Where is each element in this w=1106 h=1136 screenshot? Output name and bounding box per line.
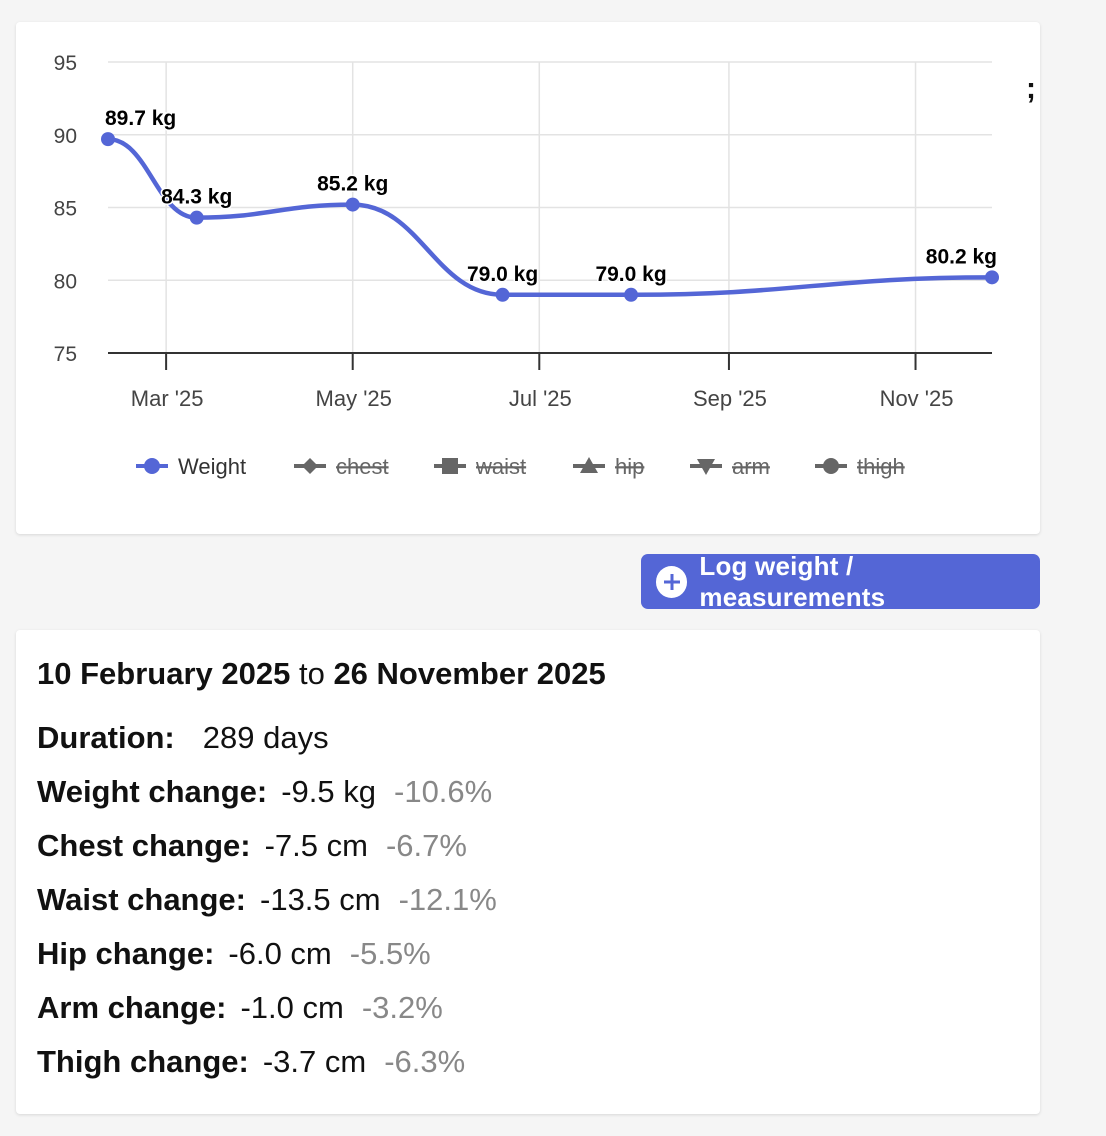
legend-item-hip[interactable]: hip: [615, 454, 644, 479]
stat-percent: -6.7%: [385, 828, 467, 863]
stat-value: -7.5 cm: [264, 828, 368, 863]
data-point: [495, 287, 510, 302]
end-date: 26 November 2025: [333, 656, 606, 691]
data-label: 84.3 kg: [161, 186, 232, 209]
legend-item-chest[interactable]: chest: [336, 454, 389, 479]
legend-marker-triangle: [580, 457, 598, 473]
stat-percent: -3.2%: [361, 990, 443, 1025]
stat-percent: -5.5%: [349, 936, 431, 971]
stat-label: Chest change:: [37, 828, 251, 863]
stat-value: -3.7 cm: [262, 1044, 367, 1079]
legend-marker-diamond: [302, 458, 318, 474]
legend-item-waist[interactable]: waist: [475, 454, 526, 479]
data-label: 89.7 kg: [105, 107, 176, 130]
stat-label: Duration:: [37, 720, 175, 755]
stat-percent: -12.1%: [398, 882, 497, 917]
data-label: 85.2 kg: [317, 173, 388, 196]
legend-item-arm[interactable]: arm: [732, 454, 770, 479]
legend-marker-circle: [144, 458, 160, 474]
start-date: 10 February 2025: [37, 656, 291, 691]
stat-row-duration: Duration: 289 days: [37, 720, 329, 756]
weight-chart-card: 75 80 85 90 95 Mar '25 May '25 Jul '25 Sep '25 No…: [16, 22, 1040, 534]
data-point: [985, 270, 999, 285]
data-point: [345, 197, 360, 212]
stat-label: Hip change:: [37, 936, 215, 971]
stat-label: Weight change:: [37, 774, 268, 809]
y-tick-label: 95: [54, 52, 77, 75]
y-tick-label: 75: [54, 343, 77, 366]
stat-label: Thigh change:: [37, 1044, 249, 1079]
stat-value: -9.5 kg: [281, 774, 376, 809]
x-tick-label: Nov '25: [880, 386, 954, 411]
x-tick-label: Jul '25: [509, 386, 572, 411]
weight-chart: 75 80 85 90 95 Mar '25 May '25 Jul '25 Sep '25 No…: [54, 52, 999, 479]
stat-value: -1.0 cm: [240, 990, 344, 1025]
log-weight-button-label: Log weight / measurements: [699, 550, 886, 612]
x-tick-label: Mar '25: [131, 386, 204, 411]
stat-row-arm: Arm change: -1.0 cm -3.2%: [37, 990, 443, 1026]
summary-card: 10 February 2025 to 26 November 2025 Dur…: [16, 630, 1040, 1114]
legend-marker-circle: [823, 458, 839, 474]
stat-label: Waist change:: [37, 882, 246, 917]
data-point: [189, 210, 204, 225]
stat-value: -6.0 cm: [228, 936, 332, 971]
data-point: [101, 132, 115, 147]
stat-percent: -6.3%: [384, 1044, 466, 1079]
data-point: [624, 287, 639, 302]
y-tick-label: 85: [54, 198, 77, 221]
stat-row-weight: Weight change: -9.5 kg -10.6%: [37, 774, 492, 810]
data-label: 79.0 kg: [595, 263, 666, 286]
stat-row-waist: Waist change: -13.5 cm -12.1%: [37, 882, 497, 918]
stat-label: Arm change:: [37, 990, 227, 1025]
x-tick-label: May '25: [316, 386, 392, 411]
x-tick-label: Sep '25: [693, 386, 767, 411]
legend-item-weight[interactable]: Weight: [178, 454, 246, 479]
legend-marker-triangle-down: [697, 459, 715, 475]
series-line-weight: [105, 136, 995, 298]
stat-row-chest: Chest change: -7.5 cm -6.7%: [37, 828, 467, 864]
y-tick-label: 80: [54, 270, 77, 293]
date-range: 10 February 2025 to 26 November 2025: [37, 656, 606, 692]
stat-value: -13.5 cm: [260, 882, 381, 917]
stray-semicolon: ;: [1026, 72, 1036, 105]
y-tick-label: 90: [54, 125, 77, 148]
stat-row-hip: Hip change: -6.0 cm -5.5%: [37, 936, 431, 972]
stat-percent: -10.6%: [394, 774, 493, 809]
stat-row-thigh: Thigh change: -3.7 cm -6.3%: [37, 1044, 465, 1080]
plus-circle-icon: [656, 565, 688, 598]
log-weight-button[interactable]: Log weight / measurements: [641, 551, 1040, 612]
range-connector: to: [298, 656, 325, 691]
data-label: 79.0 kg: [467, 263, 538, 286]
stat-value: 289 days: [202, 720, 329, 755]
legend-marker-square: [442, 458, 458, 474]
data-label: 80.2 kg: [926, 245, 997, 268]
legend-item-thigh[interactable]: thigh: [857, 454, 905, 479]
